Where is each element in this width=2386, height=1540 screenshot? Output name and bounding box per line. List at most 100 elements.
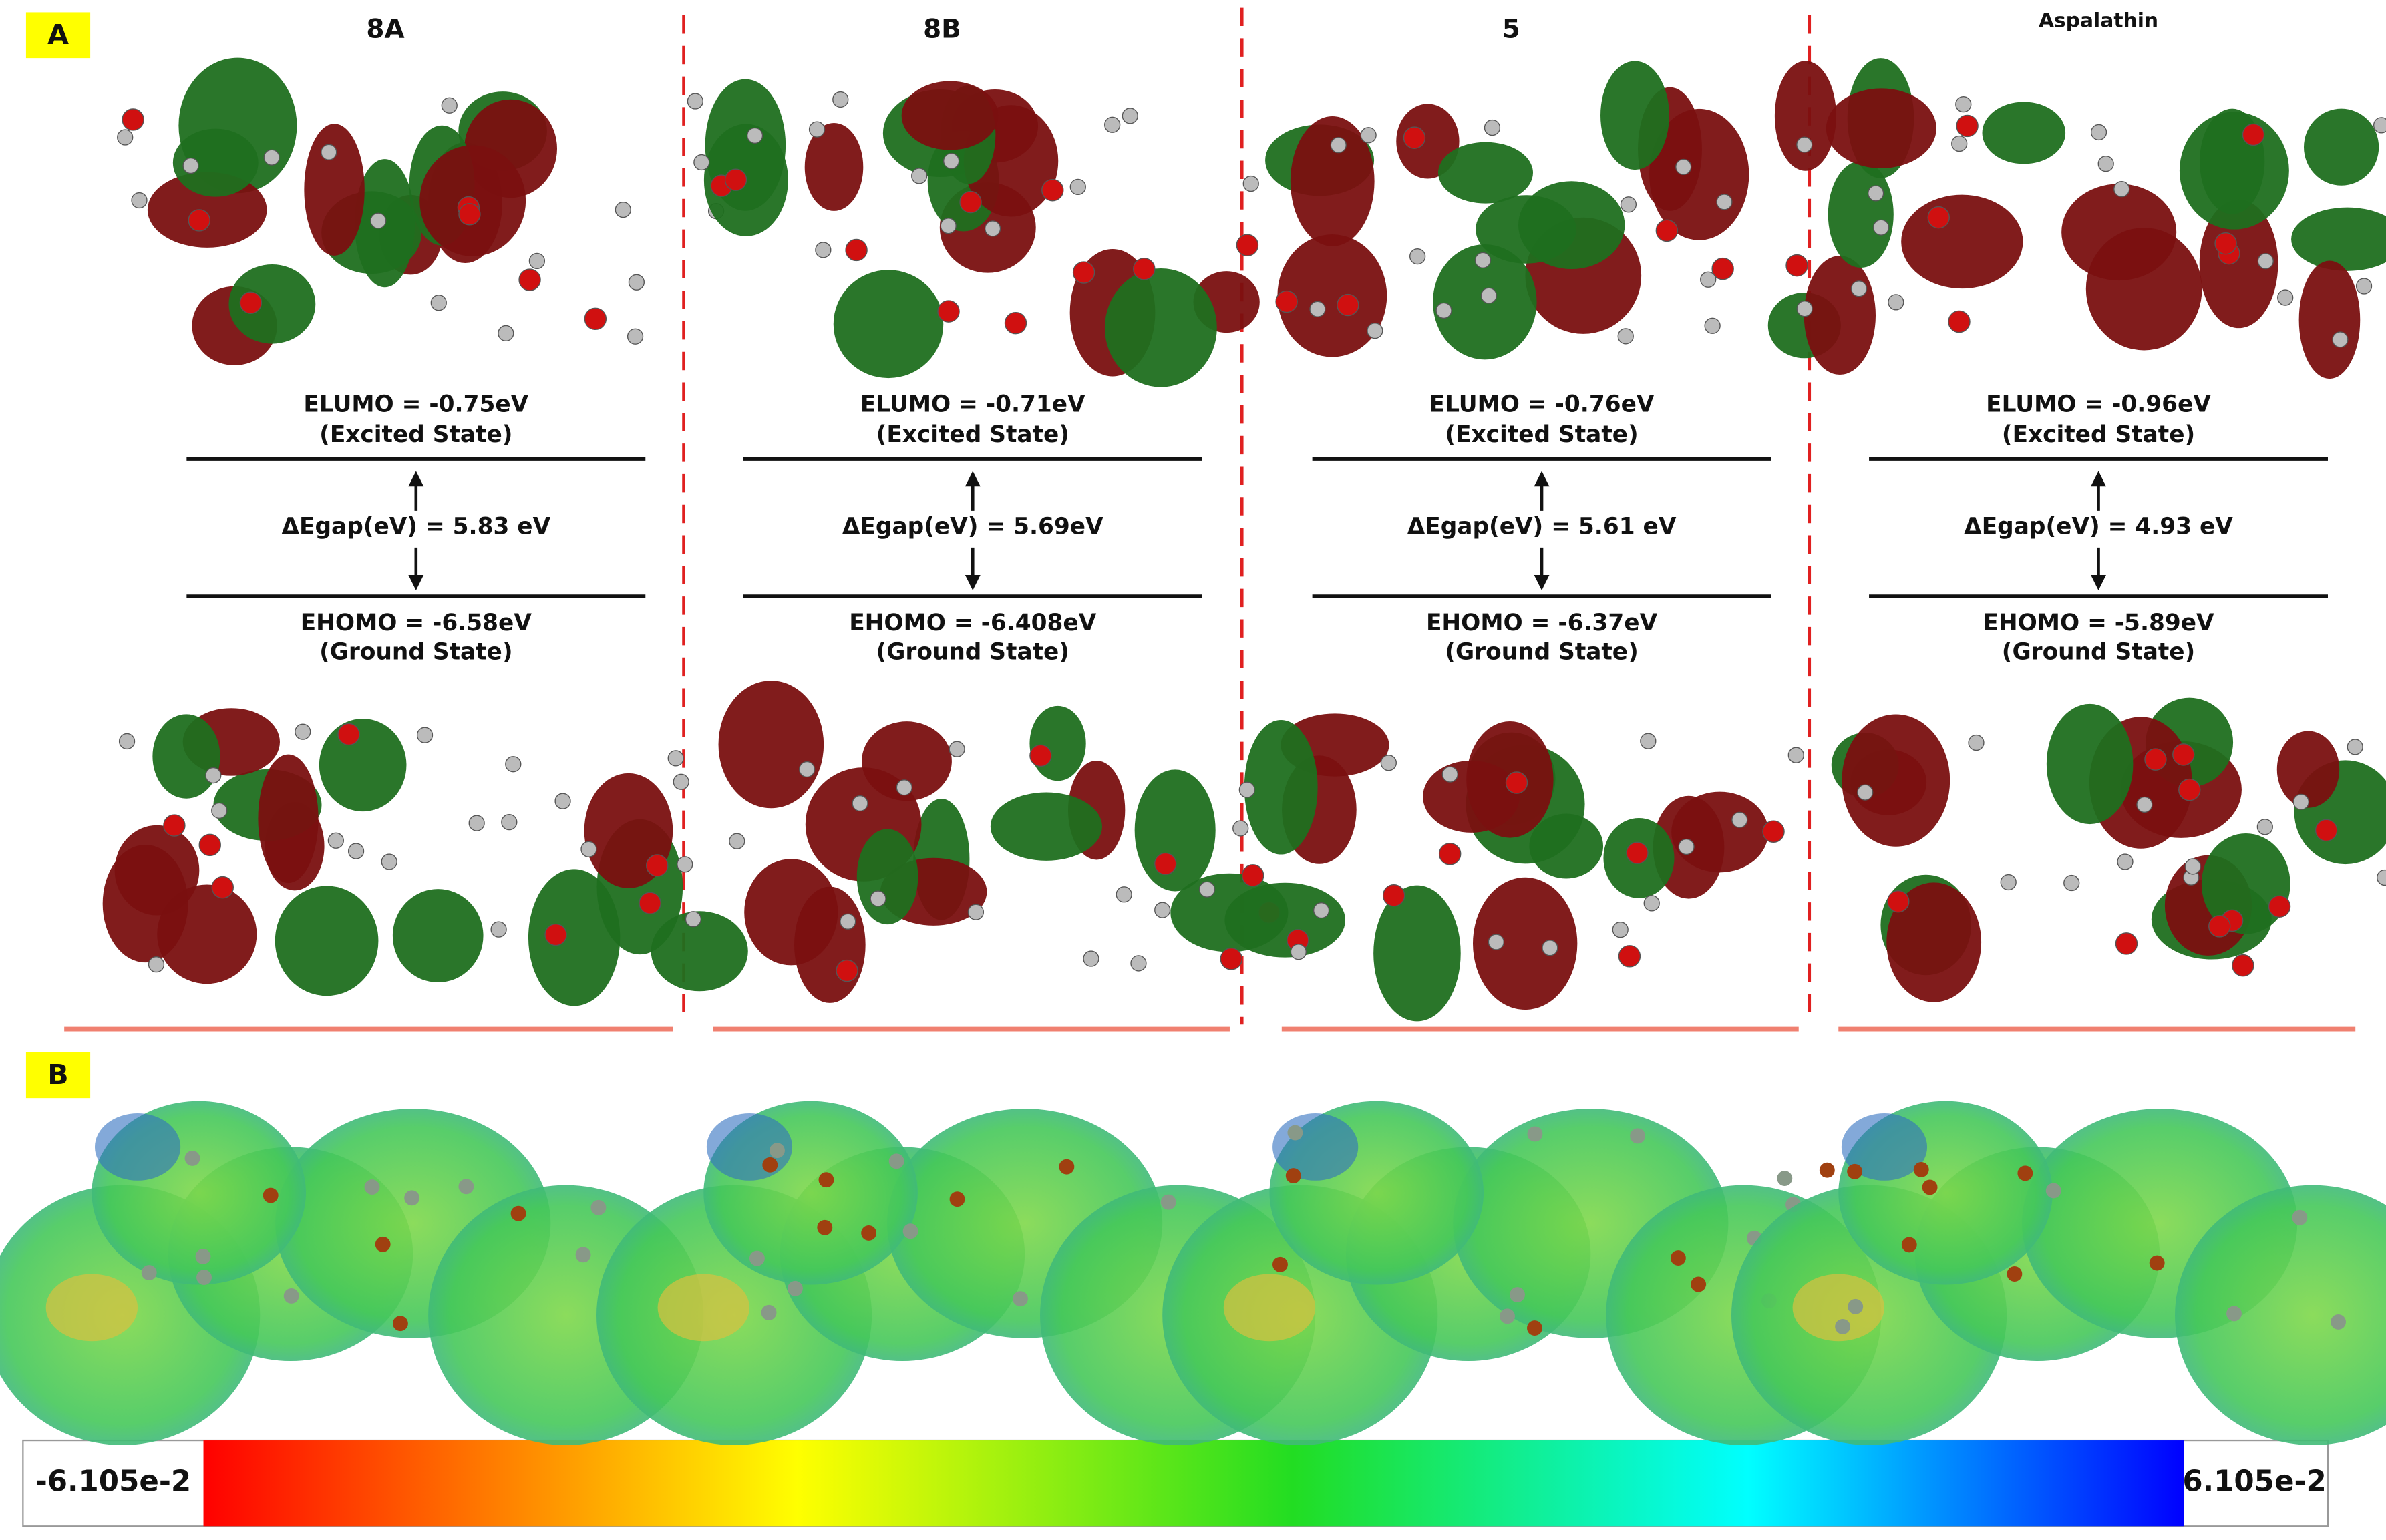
atom — [117, 129, 134, 146]
esp-atom — [1901, 1237, 1917, 1253]
atom — [1787, 747, 1804, 763]
esp-coldspot — [94, 1113, 181, 1181]
atom — [1337, 293, 1359, 317]
esp-atom — [818, 1172, 834, 1188]
orbital-lobe — [2276, 731, 2340, 808]
orbital-lobe — [794, 886, 866, 1003]
atom — [1948, 310, 1971, 333]
atom — [544, 923, 567, 946]
atom — [615, 201, 631, 218]
atom — [1955, 95, 1972, 113]
atom — [1796, 301, 1813, 317]
orbital-lobe — [172, 128, 259, 197]
esp-atom — [1287, 1125, 1303, 1141]
panel-b-badge — [25, 1052, 91, 1099]
atom — [2332, 331, 2349, 348]
atom — [148, 956, 165, 973]
esp-hotspot — [1792, 1274, 1884, 1342]
atom — [2097, 156, 2114, 172]
atom — [2214, 232, 2237, 255]
atom — [239, 291, 263, 314]
atom — [940, 218, 957, 234]
lumo-state: (Excited State) — [876, 421, 1069, 448]
orbital-lobe — [228, 264, 316, 344]
orbital-lobe — [1842, 714, 1950, 847]
esp-atom — [762, 1157, 778, 1173]
atom — [2000, 874, 2017, 891]
panel-label: A — [47, 19, 69, 51]
orbital-lobe — [2046, 703, 2134, 825]
atom — [2355, 278, 2373, 295]
esp-atom — [2226, 1306, 2242, 1322]
atom — [2184, 858, 2201, 875]
atom — [2315, 819, 2338, 842]
esp-atom — [1059, 1159, 1075, 1175]
atom — [1154, 852, 1177, 876]
atom — [746, 127, 763, 144]
atom — [911, 168, 928, 184]
lumo-state: (Excited State) — [1445, 421, 1638, 448]
atom — [1004, 311, 1027, 335]
orbital-lobe — [1373, 885, 1461, 1022]
esp-atom — [1670, 1250, 1686, 1266]
atom — [1700, 271, 1717, 288]
atom — [528, 252, 546, 269]
esp-atom — [2149, 1255, 2165, 1271]
atom — [1888, 294, 1904, 311]
atom — [1403, 126, 1426, 149]
homo-state: (Ground State) — [876, 638, 1069, 665]
atom — [639, 892, 661, 914]
atom — [441, 97, 458, 114]
atom — [1367, 322, 1383, 339]
colorbar — [203, 1440, 2184, 1527]
esp-atom — [2045, 1183, 2061, 1199]
esp-atom — [2331, 1314, 2347, 1330]
molecule-title: Aspalathin — [2039, 9, 2158, 33]
atom — [1238, 781, 1255, 798]
atom — [2257, 252, 2274, 270]
atom — [840, 913, 856, 930]
orbital-lobe — [157, 884, 257, 984]
esp-atom — [590, 1199, 607, 1215]
esp-atom — [510, 1205, 526, 1221]
orbital-lobe — [1901, 194, 2023, 289]
esp-atom — [1630, 1128, 1646, 1144]
atom — [1643, 895, 1660, 912]
esp-atom — [141, 1265, 157, 1280]
atom — [1380, 755, 1397, 771]
atom — [1868, 185, 1884, 202]
atom — [2292, 793, 2310, 810]
arrow-head — [1534, 575, 1550, 590]
lumo-energy: ELUMO = -0.76eV — [1429, 391, 1655, 417]
orbital-lobe — [901, 81, 999, 150]
esp-atom — [1272, 1256, 1288, 1272]
atom — [1484, 119, 1501, 136]
atom — [1655, 219, 1679, 242]
esp-atom — [263, 1187, 279, 1203]
orbital-lobe — [1774, 61, 1836, 171]
atom — [2277, 289, 2294, 306]
arrow-head — [408, 471, 424, 487]
atom — [1785, 254, 1808, 277]
atom — [870, 890, 886, 907]
atom — [815, 242, 832, 258]
atom — [1620, 196, 1637, 213]
atom — [1104, 116, 1121, 133]
atom — [1133, 258, 1156, 280]
arrow-head — [965, 575, 981, 590]
orbital-lobe — [1029, 705, 1086, 781]
orbital-lobe — [718, 681, 824, 809]
esp-hotspot — [657, 1274, 749, 1342]
atom — [2178, 778, 2201, 801]
atom — [182, 157, 199, 174]
orbital-lobe — [1104, 268, 1217, 387]
atom — [685, 911, 702, 928]
orbital-lobe — [1529, 813, 1604, 879]
atom — [1474, 252, 1492, 268]
esp-atom — [375, 1236, 391, 1252]
atom — [1956, 114, 1979, 138]
atom — [2136, 796, 2153, 813]
atom — [198, 833, 221, 857]
atom — [370, 212, 387, 229]
atom — [798, 761, 816, 778]
